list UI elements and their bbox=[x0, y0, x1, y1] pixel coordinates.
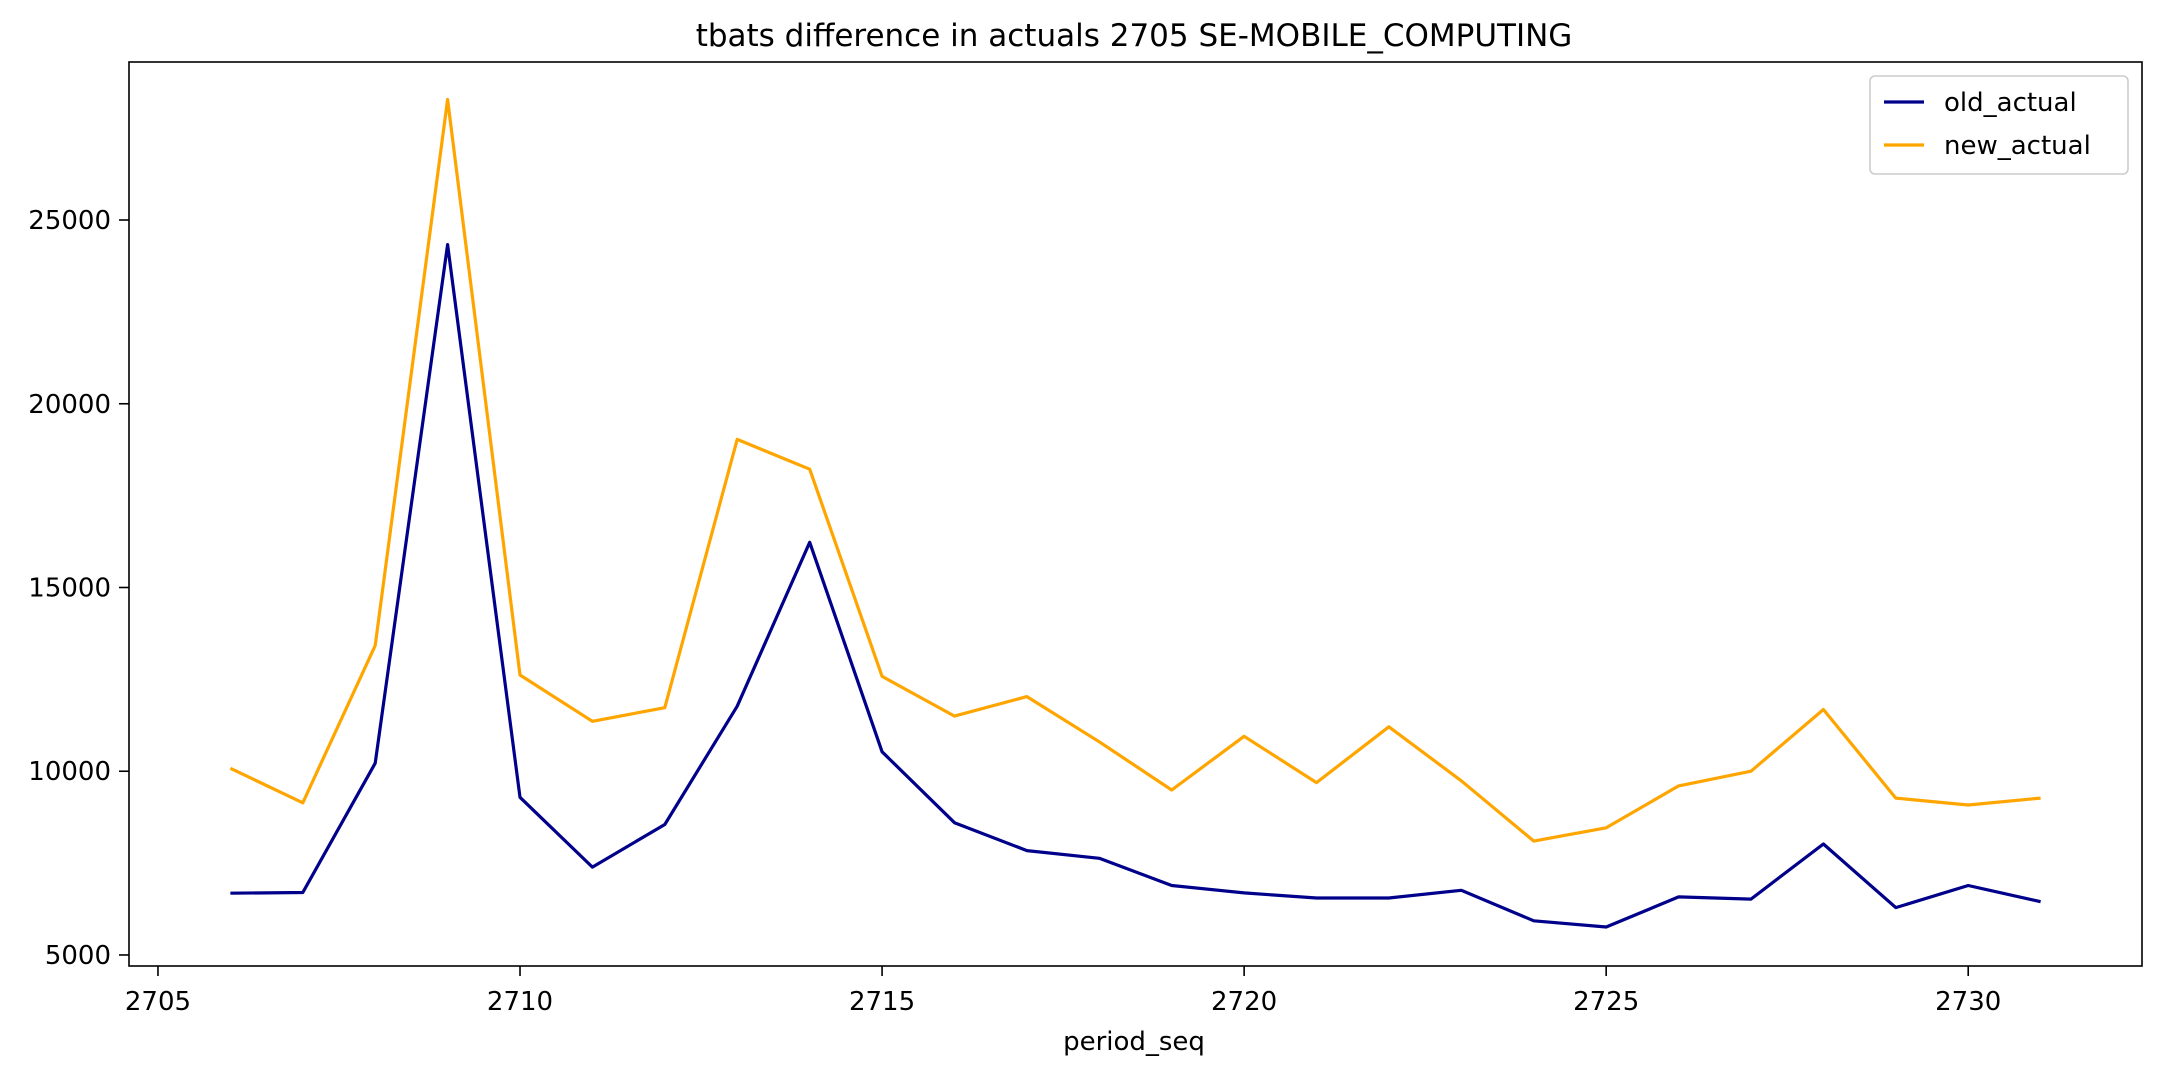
x-axis-label: period_seq bbox=[1063, 1027, 1205, 1057]
y-tick-label: 5000 bbox=[45, 941, 111, 971]
y-tick-label: 15000 bbox=[28, 573, 111, 603]
x-tick-label: 2710 bbox=[487, 987, 553, 1017]
legend-label: old_actual bbox=[1944, 88, 2077, 118]
plot-frame bbox=[128, 61, 2143, 967]
legend: old_actual new_actual bbox=[1869, 75, 2129, 175]
legend-label: new_actual bbox=[1944, 131, 2091, 161]
chart-title: tbats difference in actuals 2705 SE-MOBI… bbox=[696, 18, 1573, 54]
legend-box bbox=[1869, 75, 2129, 175]
series-layer bbox=[229, 97, 2041, 929]
y-tick-label: 10000 bbox=[28, 757, 111, 787]
x-tick-label: 2730 bbox=[1935, 987, 2001, 1017]
series-line-new-actual bbox=[229, 97, 2041, 843]
series-line-old-actual bbox=[230, 243, 2041, 929]
y-tick-label: 25000 bbox=[28, 206, 111, 236]
x-axis: 2705 2710 2715 2720 2725 2730 bbox=[125, 966, 2001, 1017]
x-tick-label: 2720 bbox=[1211, 987, 1277, 1017]
x-tick-label: 2705 bbox=[125, 987, 191, 1017]
x-tick-label: 2715 bbox=[849, 987, 915, 1017]
y-axis: 5000 10000 15000 20000 25000 bbox=[28, 206, 129, 971]
x-tick-label: 2725 bbox=[1573, 987, 1639, 1017]
y-tick-label: 20000 bbox=[28, 390, 111, 420]
